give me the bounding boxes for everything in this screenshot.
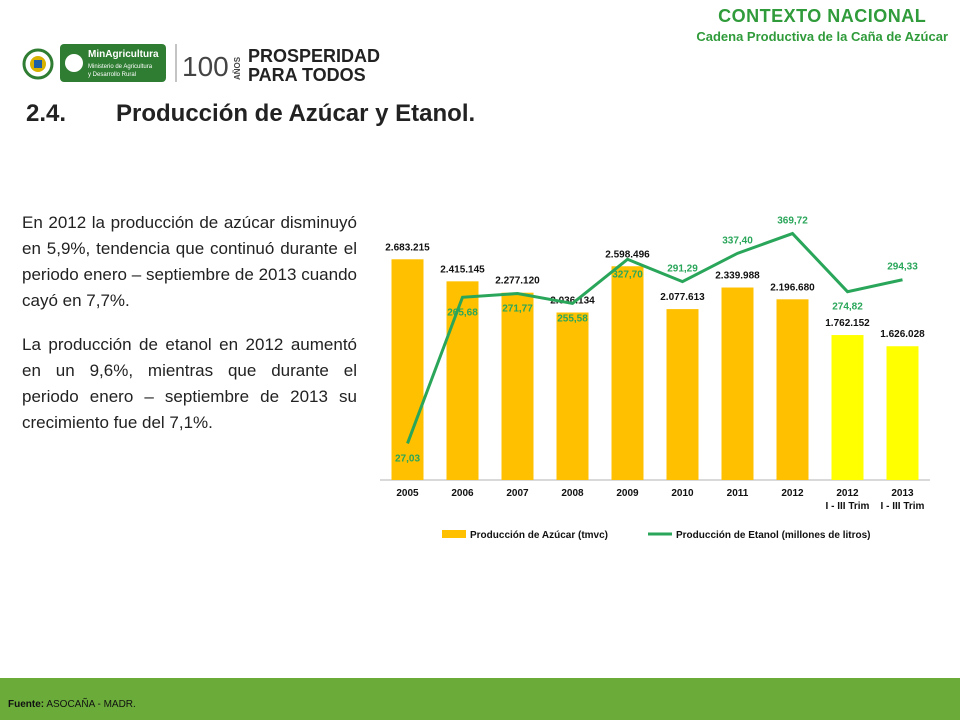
legend-sugar-swatch xyxy=(442,530,466,538)
sugar-bar-label: 2.196.680 xyxy=(770,282,815,293)
sugar-bar-label: 2.277.120 xyxy=(495,276,540,287)
source-note: Fuente: ASOCAÑA - MADR. xyxy=(8,699,136,710)
production-chart: 2.683.215 2005 2.415.145 2006 2.277.120 2007 2… xyxy=(380,216,930,541)
sugar-bar-label: 1.762.152 xyxy=(825,318,870,329)
sugar-bar-label: 2.077.613 xyxy=(660,292,705,303)
ethanol-label: 291,29 xyxy=(667,264,698,275)
sugar-bar-label: 1.626.028 xyxy=(880,329,925,340)
x-tick-label: 2005 xyxy=(396,488,419,499)
ethanol-label: 274,82 xyxy=(832,302,863,313)
x-tick-label: 2009 xyxy=(616,488,639,499)
x-tick-sublabel: I - III Trim xyxy=(881,501,925,512)
header-title: CONTEXTO NACIONAL xyxy=(718,6,927,26)
slogan-line2: PARA TODOS xyxy=(248,65,366,85)
ethanol-label: 271,77 xyxy=(502,304,533,315)
ministry-sub2: y Desarrollo Rural xyxy=(88,72,136,78)
sugar-bar xyxy=(666,309,699,480)
logo-bar: MinAgricultura Ministerio de Agricultura… xyxy=(22,44,380,85)
source-text: ASOCAÑA - MADR. xyxy=(46,699,136,710)
x-tick-sublabel: I - III Trim xyxy=(826,501,870,512)
ethanol-label: 369,72 xyxy=(777,216,808,227)
coat-of-arms-icon xyxy=(22,48,54,80)
ethanol-label: 327,70 xyxy=(612,269,643,280)
ministry-sub1: Ministerio de Agricultura xyxy=(88,64,153,70)
sugar-bar-label: 2.598.496 xyxy=(605,249,650,260)
sugar-bar xyxy=(721,287,754,480)
ministry-logo-box xyxy=(60,44,166,82)
x-tick-label: 2012 xyxy=(836,488,859,499)
sugar-bar-label: 2.339.988 xyxy=(715,271,760,282)
slogan-line1: PROSPERIDAD xyxy=(248,46,380,66)
years-label: AÑOS xyxy=(233,56,242,80)
body-text: En 2012 la producción de azúcar disminuy… xyxy=(22,210,357,454)
footer-bar xyxy=(0,678,960,720)
header: CONTEXTO NACIONAL Cadena Productiva de l… xyxy=(696,6,948,44)
sugar-bar xyxy=(556,312,589,480)
x-tick-label: 2008 xyxy=(561,488,584,499)
sugar-bar xyxy=(776,299,809,480)
paragraph-sugar: En 2012 la producción de azúcar disminuy… xyxy=(22,213,357,310)
sugar-bar xyxy=(501,292,534,480)
x-tick-label: 2012 xyxy=(781,488,804,499)
sugar-bar-label: 2.415.145 xyxy=(440,264,485,275)
source-label: Fuente: xyxy=(8,699,45,710)
ethanol-label: 27,03 xyxy=(395,453,420,464)
years-number: 100 xyxy=(182,51,229,82)
x-tick-label: 2011 xyxy=(727,488,749,499)
section-title-text: Producción de Azúcar y Etanol. xyxy=(116,100,476,127)
ethanol-label: 265,68 xyxy=(447,307,478,318)
sugar-bar xyxy=(391,259,424,480)
sugar-bar xyxy=(831,335,864,480)
sugar-bar xyxy=(446,281,479,480)
ministry-name: MinAgricultura xyxy=(88,49,159,60)
x-tick-label: 2007 xyxy=(506,488,529,499)
legend-sugar-label: Producción de Azúcar (tmvc) xyxy=(470,530,608,541)
sugar-bar xyxy=(611,266,644,480)
x-tick-label: 2006 xyxy=(451,488,474,499)
section-number: 2.4. xyxy=(26,100,67,127)
ethanol-line xyxy=(406,231,903,444)
x-tick-label: 2013 xyxy=(891,488,914,499)
ministry-emblem-icon xyxy=(65,54,83,72)
ethanol-label: 337,40 xyxy=(722,235,753,246)
ethanol-label: 255,58 xyxy=(557,313,588,324)
sugar-bar xyxy=(886,346,919,480)
paragraph-ethanol: La producción de etanol en 2012 aumentó … xyxy=(22,335,357,432)
sugar-bar-label: 2.036.134 xyxy=(550,296,595,307)
section-title: 2.4. Producción de Azúcar y Etanol. xyxy=(26,100,475,128)
ethanol-label: 294,33 xyxy=(887,262,918,273)
header-subtitle: Cadena Productiva de la Caña de Azúcar xyxy=(696,29,948,44)
legend-ethanol-label: Producción de Etanol (millones de litros… xyxy=(676,530,870,541)
x-tick-label: 2010 xyxy=(671,488,694,499)
sugar-bar-label: 2.683.215 xyxy=(385,242,430,253)
